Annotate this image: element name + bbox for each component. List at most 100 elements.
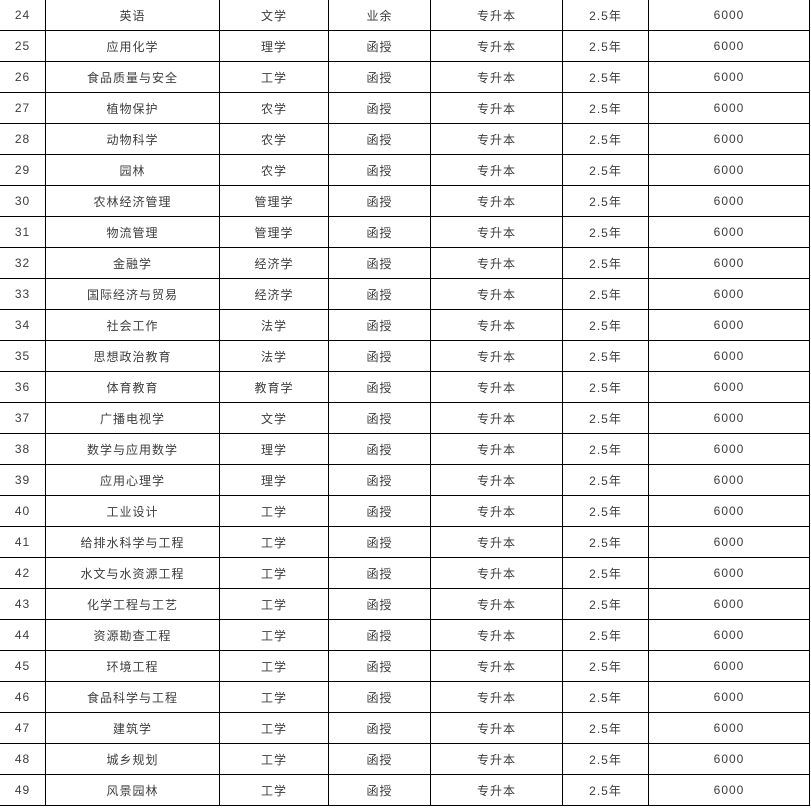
cell-major-name: 城乡规划 <box>45 743 220 775</box>
cell-row-number: 44 <box>0 619 46 651</box>
cell-program-level: 专升本 <box>430 402 563 434</box>
cell-major-name: 工业设计 <box>45 495 220 527</box>
cell-tuition-fee: 6000 <box>648 712 810 744</box>
cell-study-form: 函授 <box>328 216 431 248</box>
cell-study-form: 函授 <box>328 464 431 496</box>
cell-row-number: 48 <box>0 743 46 775</box>
cell-program-level: 专升本 <box>430 774 563 806</box>
table-row: 32 金融学 经济学 函授 专升本 2.5年 6000 <box>0 247 810 279</box>
cell-study-duration: 2.5年 <box>562 92 649 124</box>
cell-row-number: 37 <box>0 402 46 434</box>
cell-study-form: 函授 <box>328 61 431 93</box>
cell-study-form: 函授 <box>328 557 431 589</box>
cell-row-number: 27 <box>0 92 46 124</box>
cell-study-duration: 2.5年 <box>562 0 649 31</box>
table-row: 36 体育教育 教育学 函授 专升本 2.5年 6000 <box>0 371 810 403</box>
cell-program-level: 专升本 <box>430 123 563 155</box>
cell-study-duration: 2.5年 <box>562 216 649 248</box>
cell-discipline-category: 农学 <box>219 154 329 186</box>
cell-study-duration: 2.5年 <box>562 619 649 651</box>
cell-discipline-category: 工学 <box>219 495 329 527</box>
table-row: 28 动物科学 农学 函授 专升本 2.5年 6000 <box>0 123 810 155</box>
cell-program-level: 专升本 <box>430 0 563 31</box>
cell-study-duration: 2.5年 <box>562 495 649 527</box>
cell-discipline-category: 文学 <box>219 402 329 434</box>
cell-tuition-fee: 6000 <box>648 247 810 279</box>
cell-program-level: 专升本 <box>430 154 563 186</box>
table-row: 43 化学工程与工艺 工学 函授 专升本 2.5年 6000 <box>0 588 810 620</box>
cell-major-name: 风景园林 <box>45 774 220 806</box>
cell-study-duration: 2.5年 <box>562 588 649 620</box>
cell-program-level: 专升本 <box>430 619 563 651</box>
cell-study-form: 函授 <box>328 402 431 434</box>
table-row: 25 应用化学 理学 函授 专升本 2.5年 6000 <box>0 30 810 62</box>
cell-discipline-category: 经济学 <box>219 278 329 310</box>
cell-row-number: 38 <box>0 433 46 465</box>
cell-major-name: 广播电视学 <box>45 402 220 434</box>
cell-major-name: 植物保护 <box>45 92 220 124</box>
cell-study-form: 函授 <box>328 743 431 775</box>
cell-row-number: 39 <box>0 464 46 496</box>
cell-study-form: 函授 <box>328 309 431 341</box>
cell-study-form: 函授 <box>328 154 431 186</box>
cell-row-number: 30 <box>0 185 46 217</box>
cell-major-name: 食品质量与安全 <box>45 61 220 93</box>
cell-discipline-category: 工学 <box>219 61 329 93</box>
cell-program-level: 专升本 <box>430 92 563 124</box>
cell-discipline-category: 工学 <box>219 526 329 558</box>
cell-program-level: 专升本 <box>430 464 563 496</box>
table-row: 41 给排水科学与工程 工学 函授 专升本 2.5年 6000 <box>0 526 810 558</box>
cell-study-form: 函授 <box>328 278 431 310</box>
cell-discipline-category: 工学 <box>219 557 329 589</box>
cell-tuition-fee: 6000 <box>648 526 810 558</box>
cell-study-form: 函授 <box>328 526 431 558</box>
cell-tuition-fee: 6000 <box>648 495 810 527</box>
cell-study-form: 函授 <box>328 712 431 744</box>
cell-study-form: 函授 <box>328 681 431 713</box>
cell-tuition-fee: 6000 <box>648 0 810 31</box>
cell-row-number: 26 <box>0 61 46 93</box>
cell-major-name: 园林 <box>45 154 220 186</box>
cell-study-duration: 2.5年 <box>562 681 649 713</box>
cell-discipline-category: 工学 <box>219 588 329 620</box>
cell-study-form: 函授 <box>328 123 431 155</box>
cell-tuition-fee: 6000 <box>648 464 810 496</box>
table-row: 38 数学与应用数学 理学 函授 专升本 2.5年 6000 <box>0 433 810 465</box>
cell-tuition-fee: 6000 <box>648 278 810 310</box>
cell-program-level: 专升本 <box>430 371 563 403</box>
cell-major-name: 英语 <box>45 0 220 31</box>
cell-tuition-fee: 6000 <box>648 154 810 186</box>
cell-major-name: 体育教育 <box>45 371 220 403</box>
cell-tuition-fee: 6000 <box>648 743 810 775</box>
table-row: 46 食品科学与工程 工学 函授 专升本 2.5年 6000 <box>0 681 810 713</box>
cell-program-level: 专升本 <box>430 247 563 279</box>
cell-row-number: 42 <box>0 557 46 589</box>
cell-program-level: 专升本 <box>430 216 563 248</box>
cell-program-level: 专升本 <box>430 433 563 465</box>
cell-major-name: 食品科学与工程 <box>45 681 220 713</box>
cell-discipline-category: 农学 <box>219 123 329 155</box>
table-row: 42 水文与水资源工程 工学 函授 专升本 2.5年 6000 <box>0 557 810 589</box>
cell-discipline-category: 理学 <box>219 464 329 496</box>
cell-major-name: 建筑学 <box>45 712 220 744</box>
cell-study-form: 函授 <box>328 433 431 465</box>
cell-study-duration: 2.5年 <box>562 278 649 310</box>
cell-study-duration: 2.5年 <box>562 743 649 775</box>
cell-row-number: 31 <box>0 216 46 248</box>
cell-study-duration: 2.5年 <box>562 247 649 279</box>
cell-study-duration: 2.5年 <box>562 185 649 217</box>
cell-tuition-fee: 6000 <box>648 650 810 682</box>
cell-program-level: 专升本 <box>430 526 563 558</box>
cell-major-name: 物流管理 <box>45 216 220 248</box>
table-row: 49 风景园林 工学 函授 专升本 2.5年 6000 <box>0 774 810 806</box>
cell-row-number: 34 <box>0 309 46 341</box>
cell-study-duration: 2.5年 <box>562 464 649 496</box>
table-row: 31 物流管理 管理学 函授 专升本 2.5年 6000 <box>0 216 810 248</box>
cell-discipline-category: 经济学 <box>219 247 329 279</box>
cell-tuition-fee: 6000 <box>648 433 810 465</box>
cell-program-level: 专升本 <box>430 30 563 62</box>
cell-study-form: 函授 <box>328 340 431 372</box>
cell-program-level: 专升本 <box>430 495 563 527</box>
cell-discipline-category: 农学 <box>219 92 329 124</box>
cell-row-number: 24 <box>0 0 46 31</box>
